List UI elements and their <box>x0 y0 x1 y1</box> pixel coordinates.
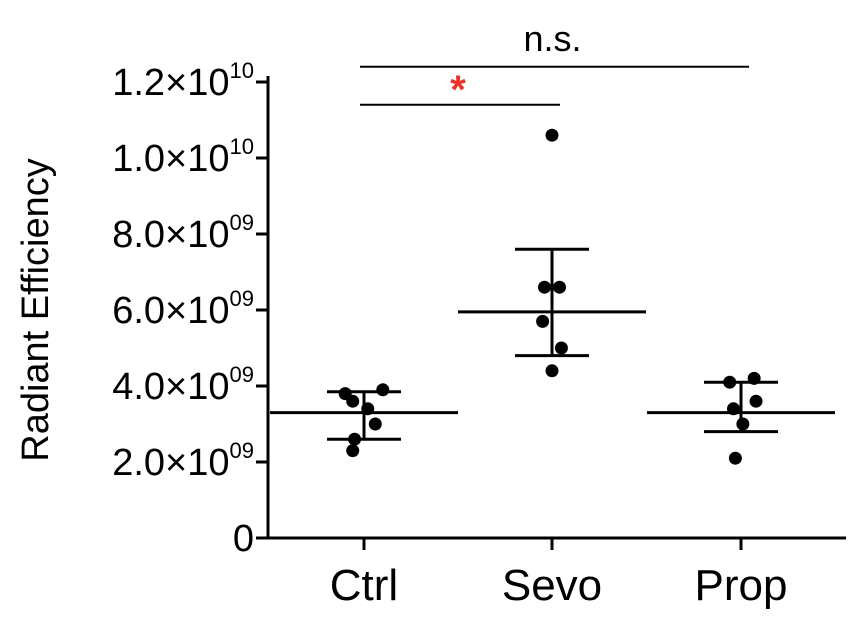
y-tick-mantissa: 2.0×10 <box>112 442 229 484</box>
x-tick-label-sevo: Sevo <box>502 561 602 610</box>
data-point-ctrl <box>348 432 362 446</box>
significance-layer: * n.s. <box>360 18 749 112</box>
y-tick-exponent: 10 <box>230 58 254 83</box>
data-point-sevo <box>536 314 550 328</box>
axes-layer: 02.0×10094.0×10096.0×10098.0×10091.0×101… <box>112 58 846 610</box>
data-point-sevo <box>554 341 568 355</box>
data-point-sevo <box>537 280 551 294</box>
y-tick-exponent: 09 <box>230 210 254 235</box>
y-tick-mantissa: 4.0×10 <box>112 366 229 408</box>
significance-label-ctrl-prop: n.s. <box>523 18 581 59</box>
y-tick-mantissa: 1.0×10 <box>112 138 229 180</box>
y-tick-mantissa: 6.0×10 <box>112 290 229 332</box>
data-point-sevo <box>553 280 567 294</box>
y-tick-label: 2.0×1009 <box>112 438 254 484</box>
x-tick-label-prop: Prop <box>695 561 788 610</box>
data-point-prop <box>749 394 763 408</box>
y-axis-label: Radiant Efficiency <box>15 158 57 461</box>
data-point-ctrl <box>346 444 360 458</box>
y-tick-exponent: 09 <box>230 286 254 311</box>
data-point-ctrl <box>376 383 390 397</box>
y-tick-exponent: 10 <box>230 134 254 159</box>
y-tick-label: 8.0×1009 <box>112 210 254 256</box>
data-point-prop <box>728 451 742 465</box>
y-tick-mantissa: 8.0×10 <box>112 214 229 256</box>
data-point-sevo <box>545 364 559 378</box>
data-point-prop <box>736 417 750 431</box>
data-layer <box>270 128 835 465</box>
data-point-ctrl <box>361 402 375 416</box>
data-point-prop <box>726 402 740 416</box>
data-point-prop <box>747 371 761 385</box>
data-point-prop <box>723 375 737 389</box>
y-tick-label: 1.0×1010 <box>112 134 254 180</box>
y-tick-label: 1.2×1010 <box>112 58 254 104</box>
data-point-ctrl <box>346 394 360 408</box>
y-tick-label: 4.0×1009 <box>112 362 254 408</box>
significance-label-ctrl-sevo: * <box>450 68 466 112</box>
data-point-sevo <box>545 128 559 142</box>
data-point-ctrl <box>368 417 382 431</box>
y-tick-label: 0 <box>233 518 254 560</box>
x-tick-label-ctrl: Ctrl <box>330 561 398 610</box>
y-tick-mantissa: 1.2×10 <box>112 62 229 104</box>
y-tick-exponent: 09 <box>230 438 254 463</box>
y-tick-label: 6.0×1009 <box>112 286 254 332</box>
y-tick-exponent: 09 <box>230 362 254 387</box>
